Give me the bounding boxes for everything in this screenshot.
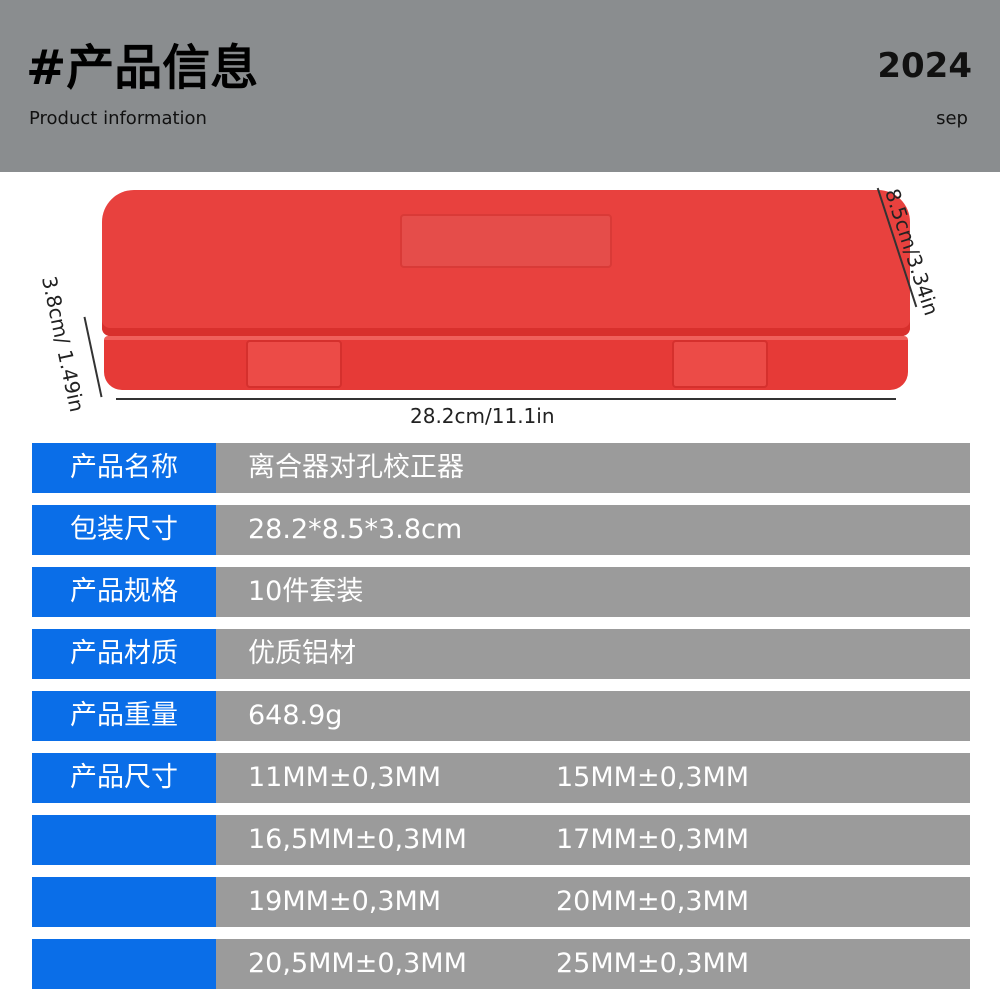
case-latch xyxy=(672,340,768,388)
spec-value-cell: 20,5MM±0,3MM 25MM±0,3MM xyxy=(216,939,970,989)
spec-value: 20MM±0,3MM xyxy=(556,886,750,917)
spec-row: 产品尺寸 11MM±0,3MM 15MM±0,3MM xyxy=(32,753,970,803)
spec-row: 产品重量 648.9g xyxy=(32,691,970,741)
height-dimension: 3.8cm/ 1.49in xyxy=(36,273,90,415)
spec-label: 产品尺寸 xyxy=(32,753,216,803)
height-dimension-line xyxy=(83,316,103,398)
case-label-plate xyxy=(400,214,612,268)
spec-value-cell: 优质铝材 xyxy=(216,629,970,679)
year-label: 2024 xyxy=(877,46,972,86)
spec-row: 产品规格 10件套装 xyxy=(32,567,970,617)
case-latch xyxy=(246,340,342,388)
spec-value: 19MM±0,3MM xyxy=(248,886,442,917)
page-subtitle: Product information xyxy=(29,108,207,129)
spec-value: 17MM±0,3MM xyxy=(556,824,750,855)
spec-label xyxy=(32,877,216,927)
spec-value: 20,5MM±0,3MM xyxy=(248,948,467,979)
spec-value-cell: 10件套装 xyxy=(216,567,970,617)
spec-value: 16,5MM±0,3MM xyxy=(248,824,467,855)
spec-row: 16,5MM±0,3MM 17MM±0,3MM xyxy=(32,815,970,865)
length-dimension-line xyxy=(116,398,896,400)
spec-value: 25MM±0,3MM xyxy=(556,948,750,979)
spec-row: 20,5MM±0,3MM 25MM±0,3MM xyxy=(32,939,970,989)
length-dimension: 28.2cm/11.1in xyxy=(410,404,555,428)
spec-value-cell: 28.2*8.5*3.8cm xyxy=(216,505,970,555)
spec-value: 15MM±0,3MM xyxy=(556,762,750,793)
month-label: sep xyxy=(936,108,968,129)
spec-value: 648.9g xyxy=(248,700,343,731)
spec-value-cell: 648.9g xyxy=(216,691,970,741)
page-title: #产品信息 xyxy=(26,40,259,96)
header-banner: #产品信息 Product information 2024 sep xyxy=(0,0,1000,172)
spec-label: 包装尺寸 xyxy=(32,505,216,555)
spec-label xyxy=(32,815,216,865)
spec-value-cell: 11MM±0,3MM 15MM±0,3MM xyxy=(216,753,970,803)
spec-label: 产品规格 xyxy=(32,567,216,617)
spec-label: 产品重量 xyxy=(32,691,216,741)
spec-value: 离合器对孔校正器 xyxy=(248,452,464,483)
spec-label: 产品材质 xyxy=(32,629,216,679)
spec-value: 优质铝材 xyxy=(248,638,356,669)
spec-value-cell: 离合器对孔校正器 xyxy=(216,443,970,493)
spec-value: 28.2*8.5*3.8cm xyxy=(248,514,463,545)
spec-label: 产品名称 xyxy=(32,443,216,493)
spec-row: 包装尺寸 28.2*8.5*3.8cm xyxy=(32,505,970,555)
spec-value-cell: 16,5MM±0,3MM 17MM±0,3MM xyxy=(216,815,970,865)
spec-value: 10件套装 xyxy=(248,576,364,607)
spec-row: 19MM±0,3MM 20MM±0,3MM xyxy=(32,877,970,927)
spec-value-cell: 19MM±0,3MM 20MM±0,3MM xyxy=(216,877,970,927)
spec-label xyxy=(32,939,216,989)
spec-row: 产品材质 优质铝材 xyxy=(32,629,970,679)
spec-row: 产品名称 离合器对孔校正器 xyxy=(32,443,970,493)
case-base xyxy=(104,336,908,390)
spec-value: 11MM±0,3MM xyxy=(248,762,442,793)
